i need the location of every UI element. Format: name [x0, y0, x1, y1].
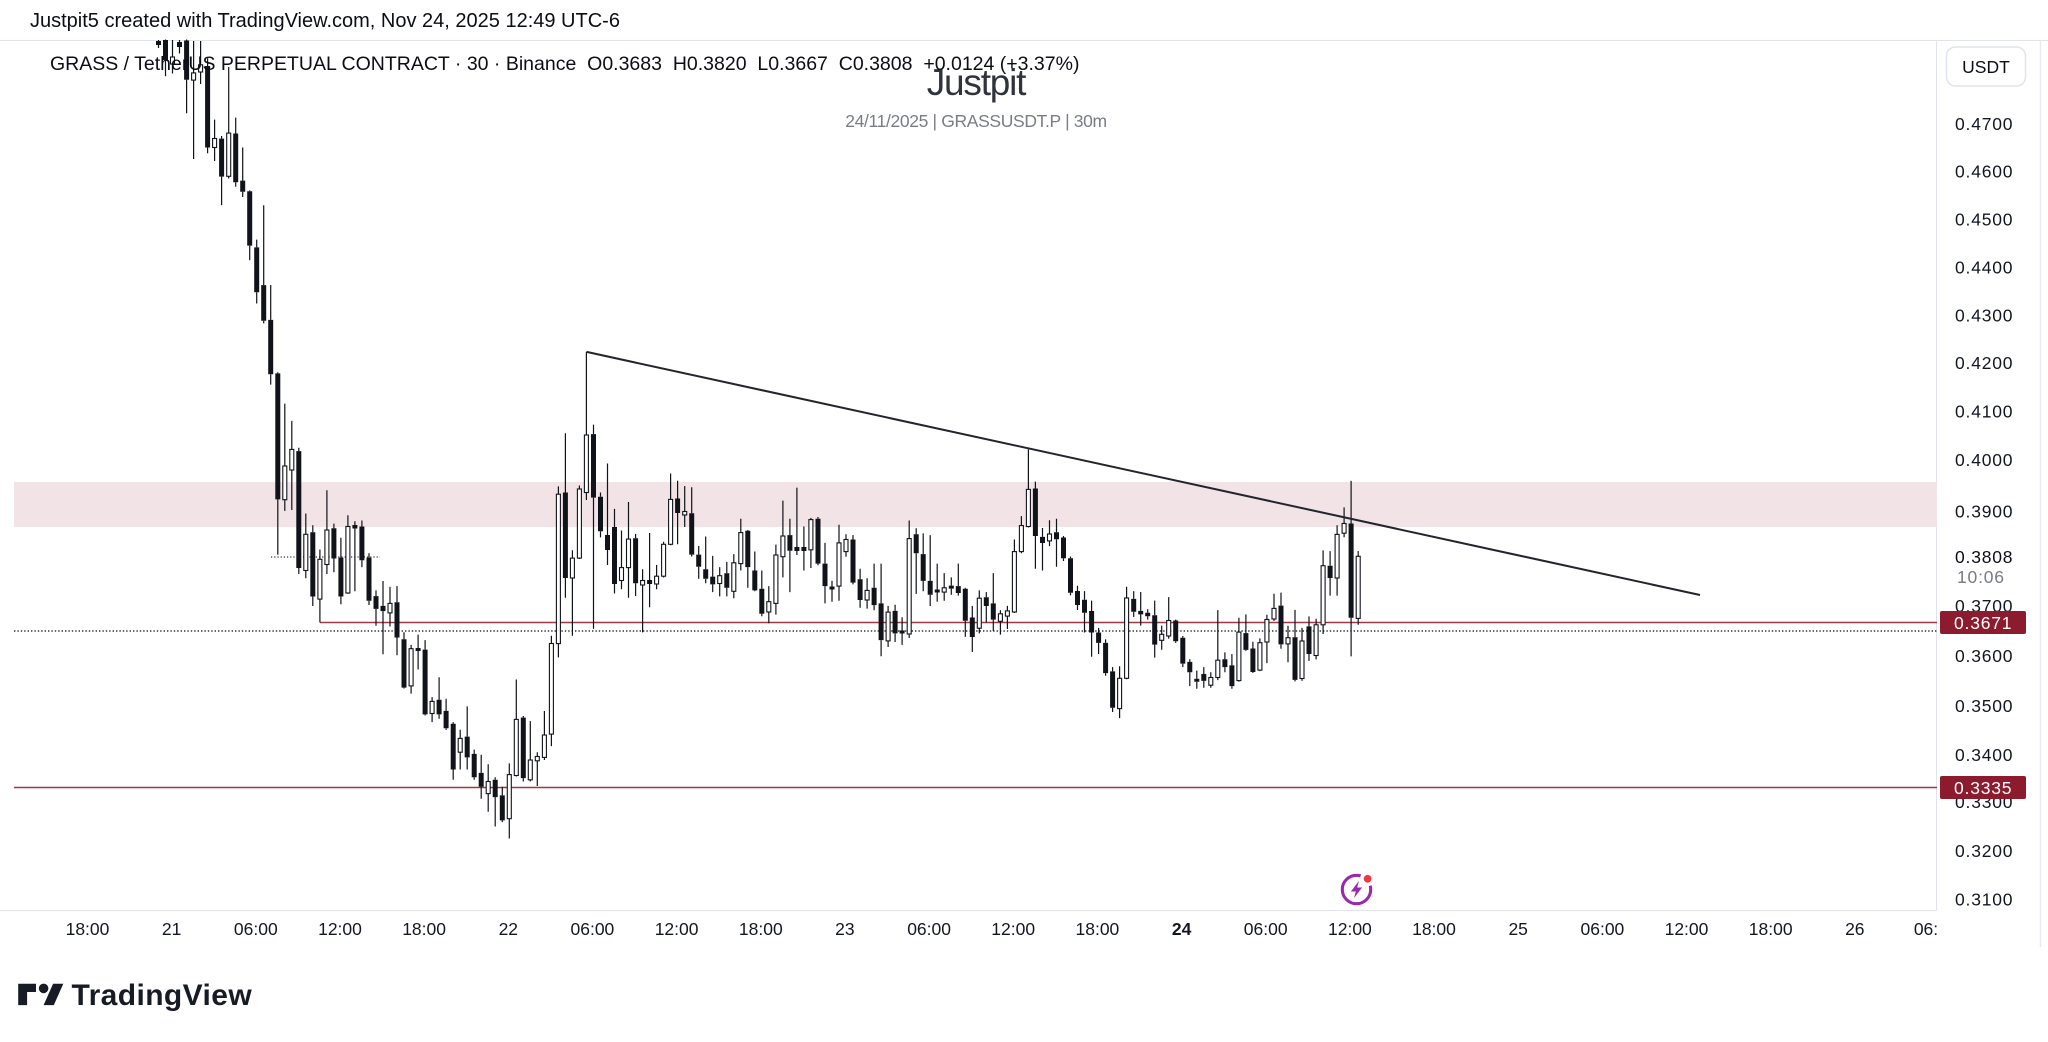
svg-text:0.4500: 0.4500	[1955, 210, 2013, 230]
svg-text:0.4600: 0.4600	[1955, 162, 2013, 182]
svg-text:06:00: 06:00	[907, 919, 951, 939]
svg-text:18:00: 18:00	[66, 919, 110, 939]
svg-text:21: 21	[162, 919, 181, 939]
svg-text:0.3200: 0.3200	[1955, 841, 2013, 861]
svg-text:0.4400: 0.4400	[1955, 258, 2013, 278]
svg-text:06:00: 06:00	[571, 919, 615, 939]
svg-text:06:00: 06:00	[1581, 919, 1625, 939]
svg-text:18:00: 18:00	[1412, 919, 1456, 939]
svg-text:18:00: 18:00	[1749, 919, 1793, 939]
svg-text:Justpit: Justpit	[927, 62, 1027, 103]
svg-text:USDT: USDT	[1962, 57, 2010, 77]
svg-text:0.4300: 0.4300	[1955, 306, 2013, 326]
svg-text:0.4100: 0.4100	[1955, 402, 2013, 422]
svg-text:0.3900: 0.3900	[1955, 502, 2013, 522]
svg-text:0.3808: 0.3808	[1955, 547, 2013, 567]
svg-text:0.3400: 0.3400	[1955, 745, 2013, 765]
svg-text:26: 26	[1845, 919, 1864, 939]
svg-text:0.4000: 0.4000	[1955, 450, 2013, 470]
svg-text:18:00: 18:00	[1076, 919, 1120, 939]
svg-text:06:00: 06:00	[1244, 919, 1288, 939]
svg-text:12:00: 12:00	[318, 919, 362, 939]
svg-text:0.3671: 0.3671	[1954, 613, 2012, 633]
svg-text:0.4200: 0.4200	[1955, 353, 2013, 373]
svg-text:18:00: 18:00	[739, 919, 783, 939]
svg-text:GRASS / TetherUS PERPETUAL CON: GRASS / TetherUS PERPETUAL CONTRACT · 30…	[50, 53, 1079, 75]
svg-text:12:00: 12:00	[1665, 919, 1709, 939]
svg-text:12:00: 12:00	[655, 919, 699, 939]
svg-text:0.4700: 0.4700	[1955, 114, 2013, 134]
svg-text:0.3500: 0.3500	[1955, 696, 2013, 716]
svg-text:18:00: 18:00	[402, 919, 446, 939]
svg-text:10:06: 10:06	[1957, 567, 2005, 587]
svg-text:0.3100: 0.3100	[1955, 890, 2013, 910]
svg-text:24: 24	[1172, 919, 1192, 939]
svg-text:22: 22	[499, 919, 518, 939]
svg-text:12:00: 12:00	[1328, 919, 1372, 939]
svg-text:23: 23	[835, 919, 854, 939]
svg-text:06:00: 06:00	[234, 919, 278, 939]
svg-text:12:00: 12:00	[991, 919, 1035, 939]
svg-text:TradingView: TradingView	[72, 979, 253, 1012]
svg-text:0.3600: 0.3600	[1955, 646, 2013, 666]
svg-text:0.3335: 0.3335	[1954, 778, 2012, 798]
svg-text:24/11/2025 | GRASSUSDT.P | 30m: 24/11/2025 | GRASSUSDT.P | 30m	[845, 111, 1107, 131]
svg-text:06:: 06:	[1914, 919, 1938, 939]
svg-text:25: 25	[1508, 919, 1527, 939]
